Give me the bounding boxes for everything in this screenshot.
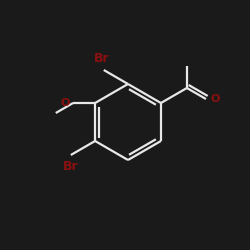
Text: Br: Br	[63, 160, 79, 173]
Text: O: O	[61, 98, 70, 108]
Text: Br: Br	[94, 52, 110, 65]
Text: O: O	[211, 94, 220, 104]
